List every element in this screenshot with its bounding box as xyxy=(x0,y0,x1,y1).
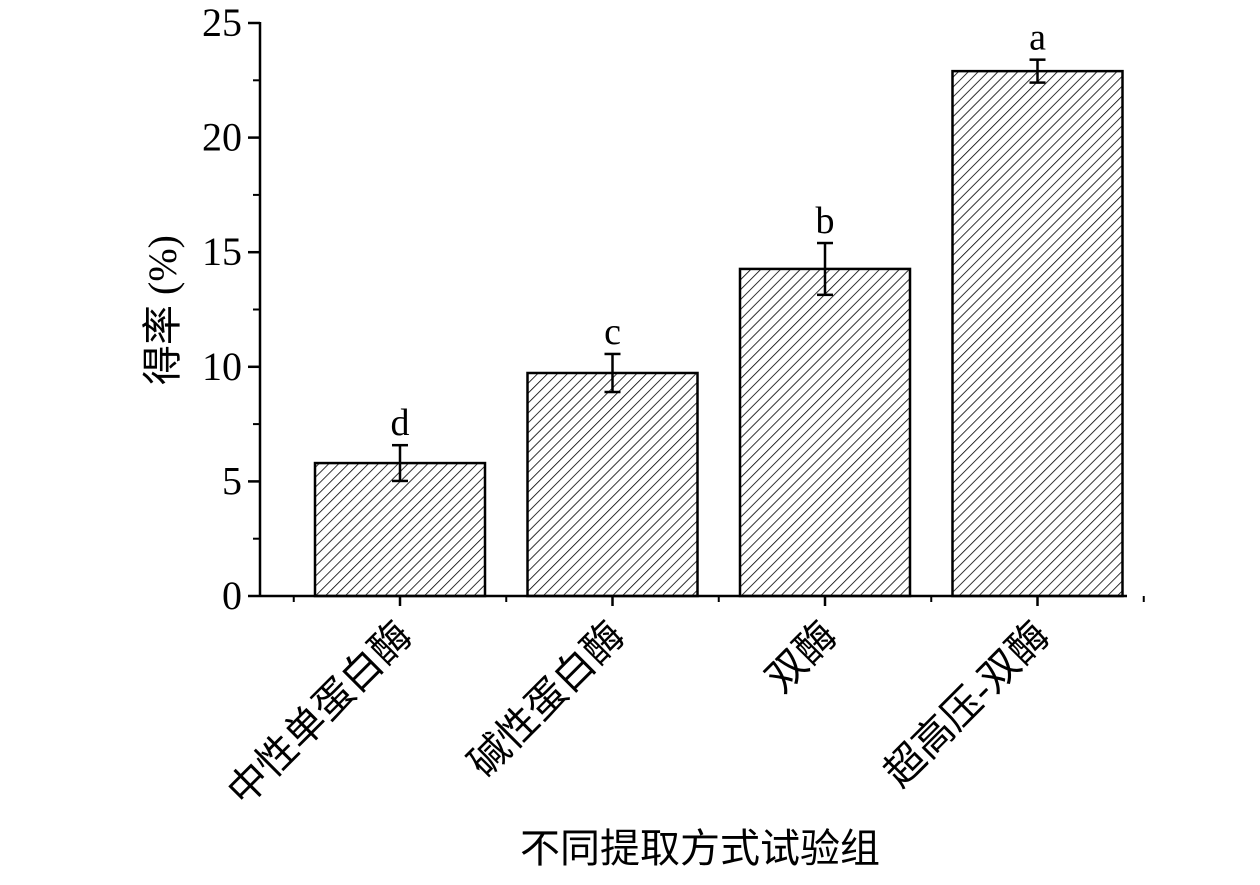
x-tick-label: 中性单蛋白酶 xyxy=(219,613,421,815)
bar xyxy=(738,267,912,598)
y-tick-label: 5 xyxy=(222,458,242,503)
significance-label: d xyxy=(391,402,410,444)
x-tick-label: 碱性蛋白酶 xyxy=(460,613,633,786)
significance-label: a xyxy=(1029,17,1046,59)
x-tick-label: 双酶 xyxy=(757,613,845,701)
y-tick-label: 25 xyxy=(202,0,242,45)
x-axis-label: 不同提取方式试验组 xyxy=(520,826,880,871)
x-tick-label: 超高压-双酶 xyxy=(875,613,1058,796)
y-tick-label: 15 xyxy=(202,229,242,274)
y-tick-label: 20 xyxy=(202,115,242,160)
significance-label: c xyxy=(604,311,621,353)
bar xyxy=(951,69,1124,598)
bar xyxy=(313,461,487,598)
y-axis-label: 得率 (%) xyxy=(140,235,185,385)
bar xyxy=(526,371,699,598)
significance-label: b xyxy=(816,200,835,242)
y-tick-label: 10 xyxy=(202,344,242,389)
y-tick-label: 0 xyxy=(222,573,242,618)
